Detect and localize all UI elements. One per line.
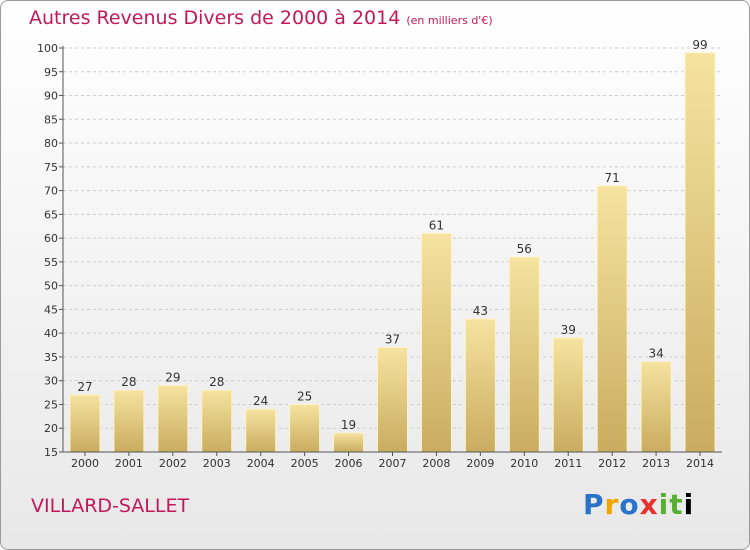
bar [333, 432, 365, 453]
bar [552, 337, 584, 453]
y-tick-label: 30 [44, 375, 58, 388]
x-tick-label: 2013 [642, 457, 670, 470]
x-tick-label: 2004 [247, 457, 275, 470]
data-label: 37 [385, 332, 400, 346]
data-label: 24 [253, 394, 268, 408]
data-label: 39 [561, 323, 576, 337]
data-label: 34 [648, 347, 663, 361]
y-tick-label: 80 [44, 137, 58, 150]
bars: 27 28 29 28 24 25 19 37 61 43 56 39 71 34 99 [69, 38, 716, 453]
bar [289, 403, 321, 453]
x-tick-label: 2002 [159, 457, 187, 470]
logo-letter: r [604, 488, 620, 521]
logo-letter: o [619, 488, 640, 521]
y-tick-label: 35 [44, 351, 58, 364]
bar [596, 185, 628, 453]
x-tick-label: 2006 [335, 457, 363, 470]
y-tick-label: 85 [44, 113, 58, 126]
bar [245, 408, 277, 453]
bar [420, 232, 452, 453]
y-tick-label: 45 [44, 303, 58, 316]
x-axis: 2000 2001 2002 2003 2004 2005 2006 2007 2008 2009… [63, 451, 722, 470]
data-label: 99 [692, 38, 707, 52]
x-tick-label: 2014 [686, 457, 714, 470]
data-label: 19 [341, 418, 356, 432]
y-tick-label: 55 [44, 256, 58, 269]
y-axis: 15 20 25 30 35 40 45 50 55 60 65 70 75 80 85 90 95 100 [37, 42, 64, 459]
y-tick-label: 100 [37, 42, 58, 55]
data-label: 27 [77, 380, 92, 394]
x-tick-label: 2009 [466, 457, 494, 470]
y-tick-label: 95 [44, 66, 58, 79]
data-label: 61 [429, 218, 444, 232]
y-tick-label: 40 [44, 327, 58, 340]
bar [684, 52, 716, 453]
data-label: 43 [473, 304, 488, 318]
y-tick-label: 65 [44, 208, 58, 221]
logo-letter: i [683, 488, 695, 521]
x-tick-label: 2000 [71, 457, 99, 470]
x-tick-label: 2003 [203, 457, 231, 470]
logo-letter: i [658, 488, 670, 521]
y-tick-label: 90 [44, 90, 58, 103]
x-tick-label: 2010 [510, 457, 538, 470]
unit-text: (en milliers d'€) [406, 14, 493, 27]
data-label: 28 [121, 375, 136, 389]
y-tick-label: 20 [44, 422, 58, 435]
bar [464, 318, 496, 453]
bar [508, 256, 540, 453]
bar [640, 361, 672, 453]
data-label: 71 [605, 171, 620, 185]
y-tick-label: 50 [44, 280, 58, 293]
data-label: 56 [517, 242, 532, 256]
y-tick-label: 15 [44, 446, 58, 459]
x-tick-label: 2007 [379, 457, 407, 470]
logo-letter: P [583, 488, 605, 521]
logo-letter: t [669, 488, 684, 521]
data-label: 25 [297, 389, 312, 403]
y-tick-label: 60 [44, 232, 58, 245]
logo-letter: x [639, 488, 659, 521]
x-tick-label: 2008 [422, 457, 450, 470]
bar [113, 389, 145, 453]
title-text: Autres Revenus Divers de 2000 à 2014 [29, 7, 401, 29]
data-label: 29 [165, 370, 180, 384]
y-tick-label: 70 [44, 185, 58, 198]
x-tick-label: 2005 [291, 457, 319, 470]
y-tick-label: 75 [44, 161, 58, 174]
bar [201, 389, 233, 453]
commune-label: VILLARD-SALLET [31, 495, 190, 517]
bar [157, 384, 189, 453]
y-tick-label: 25 [44, 398, 58, 411]
data-label: 28 [209, 375, 224, 389]
proxiti-logo: Proxiti [583, 488, 694, 521]
chart-title: Autres Revenus Divers de 2000 à 2014 (en … [29, 7, 493, 29]
x-tick-label: 2011 [554, 457, 582, 470]
bar [69, 394, 101, 453]
bar [377, 346, 408, 453]
x-tick-label: 2001 [115, 457, 143, 470]
x-tick-label: 2012 [598, 457, 626, 470]
